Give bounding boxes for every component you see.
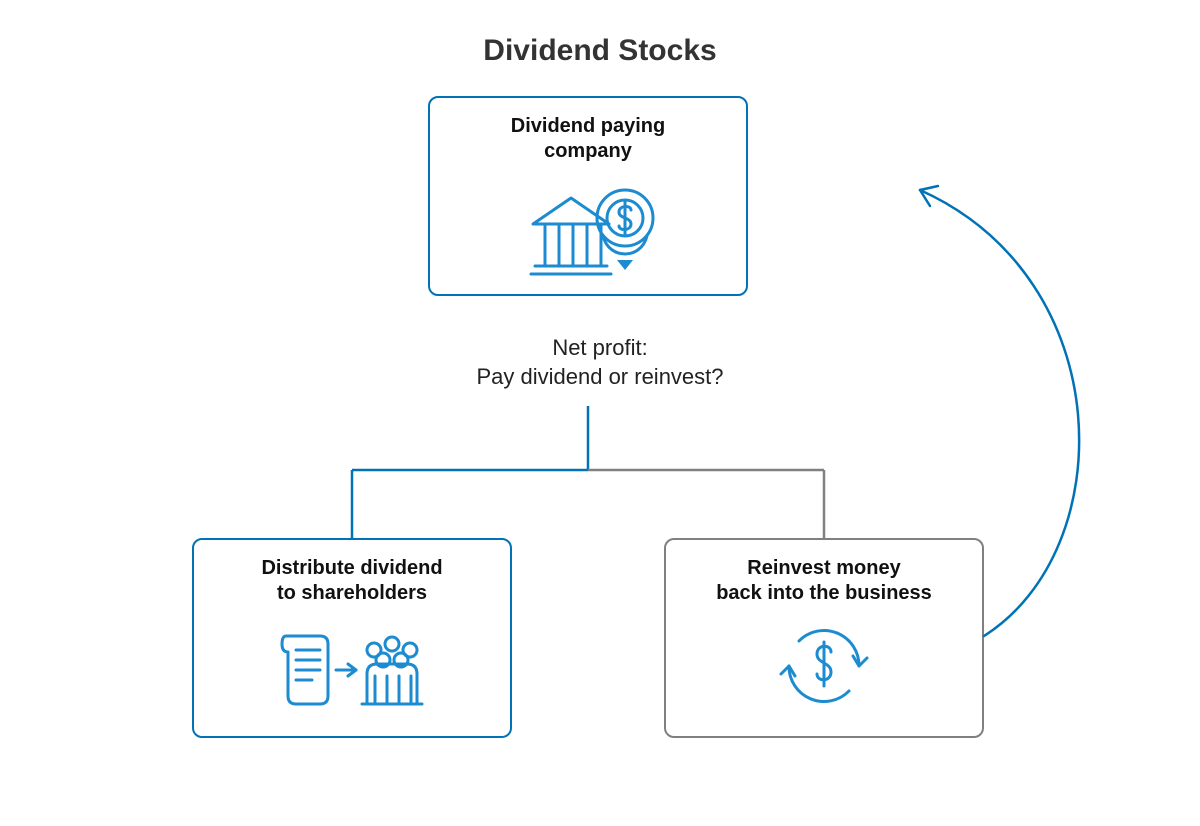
diagram-title: Dividend Stocks (0, 34, 1200, 68)
document-shareholders-icon (194, 616, 510, 716)
reinvest-cycle-icon (666, 616, 982, 716)
node-reinvest-label: Reinvest money back into the business (666, 556, 982, 606)
node-company: Dividend paying company (428, 96, 748, 296)
node-reinvest: Reinvest money back into the business (664, 538, 984, 738)
node-distribute: Distribute dividend to shareholders (192, 538, 512, 738)
node-distribute-label: Distribute dividend to shareholders (194, 556, 510, 606)
decision-text: Net profit: Pay dividend or reinvest? (0, 334, 1200, 391)
node-company-label: Dividend paying company (430, 114, 746, 164)
diagram-canvas: Dividend Stocks Dividend paying company (0, 0, 1200, 826)
bank-dollar-icon (430, 174, 746, 284)
